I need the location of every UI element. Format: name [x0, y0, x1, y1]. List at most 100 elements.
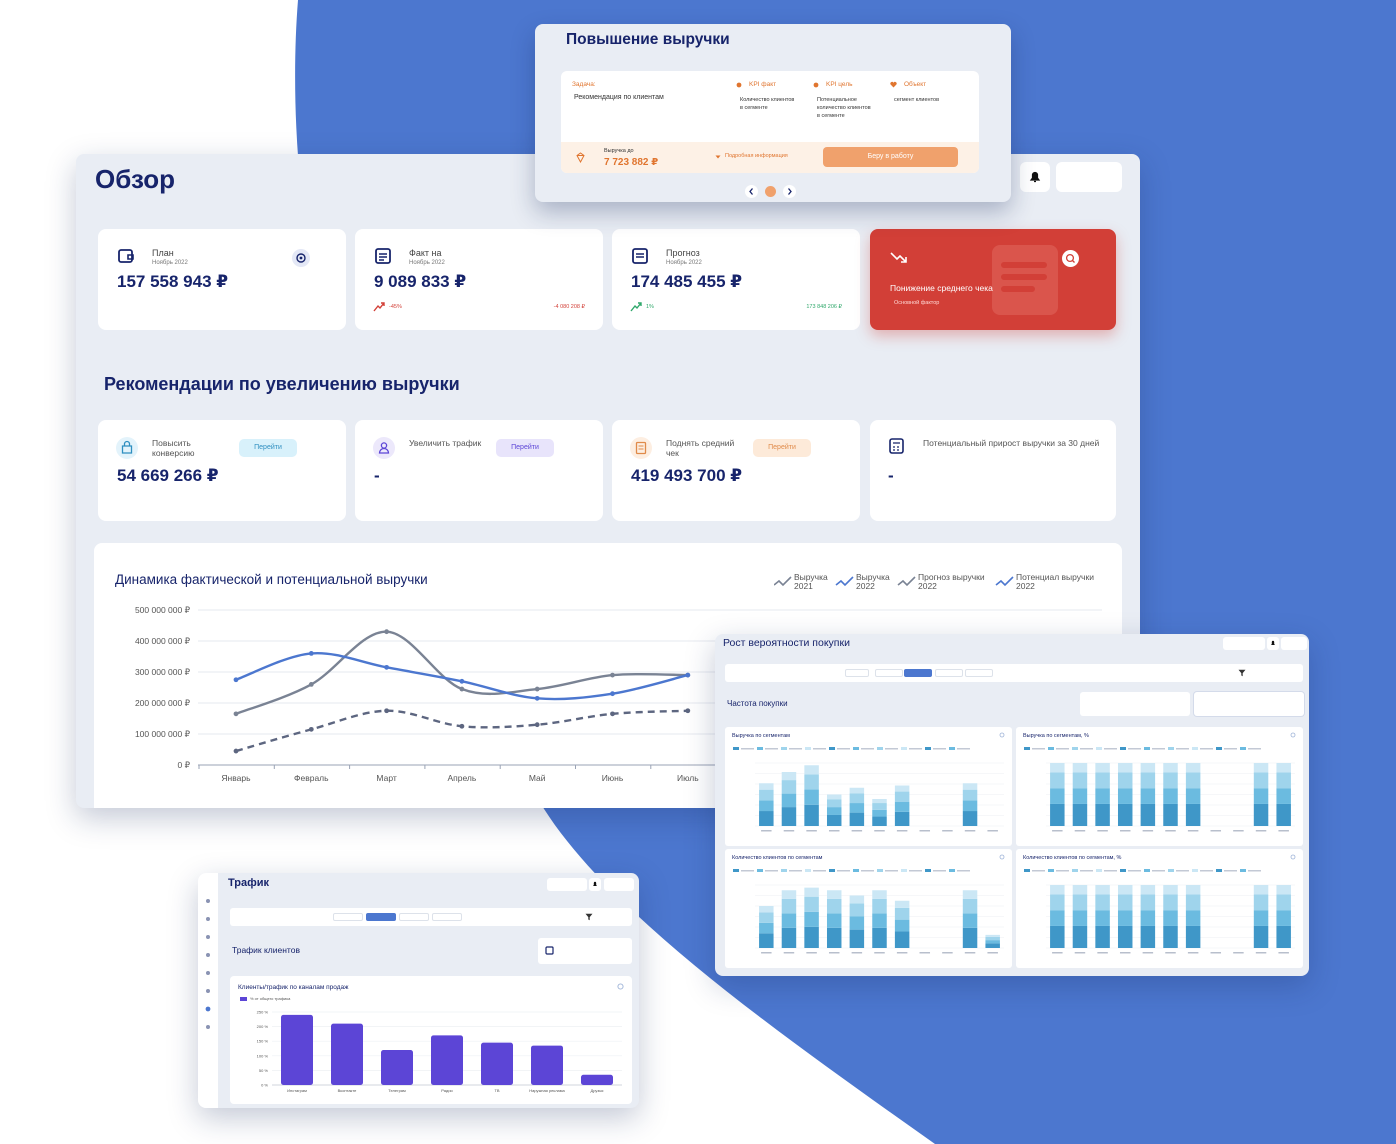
- legend-label: Потенциал выручки: [1016, 572, 1094, 582]
- bell-button[interactable]: [1267, 637, 1279, 650]
- bar-segment: [1050, 885, 1065, 895]
- alert-search-button[interactable]: [1062, 250, 1079, 267]
- x-tick-label: [942, 952, 953, 954]
- recs-title: Рекомендации по увеличению выручки: [104, 374, 460, 394]
- bar-segment: [781, 913, 797, 928]
- data-point: [459, 686, 465, 692]
- kpi-fact-label: KPI факт: [749, 81, 777, 88]
- x-tick-label: ТВ: [494, 1088, 499, 1093]
- sidebar-icon[interactable]: [206, 1025, 210, 1029]
- sidebar-icon[interactable]: [206, 935, 210, 939]
- legend-label: [1104, 870, 1117, 872]
- period-tab[interactable]: [432, 913, 462, 921]
- bar-segment: [1095, 885, 1110, 895]
- legend-swatch: [949, 747, 955, 750]
- bar-segment: [1095, 788, 1110, 804]
- rec-value: 54 669 266 ₽: [117, 466, 219, 485]
- kpi-value: 174 485 455 ₽: [631, 272, 743, 291]
- go-button[interactable]: Перейти: [239, 439, 297, 457]
- info-icon[interactable]: [1290, 854, 1296, 860]
- bar-segment: [1072, 894, 1088, 911]
- info-icon[interactable]: [617, 983, 624, 990]
- sidebar-icon[interactable]: [206, 989, 210, 993]
- info-icon[interactable]: [999, 732, 1005, 738]
- legend-label: [1248, 870, 1261, 872]
- more-info-link[interactable]: Подробная информация: [725, 153, 788, 159]
- diamond-icon: [576, 152, 585, 163]
- go-button[interactable]: Перейти: [753, 439, 811, 457]
- bar-segment: [985, 943, 1000, 948]
- period-tab[interactable]: [965, 669, 993, 677]
- popup-title: Повышение выручки: [566, 31, 730, 48]
- period-tab-active[interactable]: [904, 669, 932, 677]
- next-slide-button[interactable]: [783, 185, 796, 198]
- period-tab[interactable]: [399, 913, 429, 921]
- settings-button[interactable]: [292, 249, 310, 267]
- sidebar-icon[interactable]: [206, 899, 210, 903]
- info-icon[interactable]: [1290, 732, 1296, 738]
- bar-segment: [826, 890, 842, 899]
- kpi-label: Прогноз: [666, 248, 700, 258]
- period-tab[interactable]: [333, 913, 363, 921]
- info-icon[interactable]: [999, 854, 1005, 860]
- notifications-button[interactable]: [1020, 162, 1050, 192]
- filter-bar: [230, 908, 632, 926]
- x-tick-label: [783, 830, 795, 832]
- x-tick-label: Май: [529, 773, 546, 783]
- revenue-value: 7 723 882 ₽: [604, 157, 659, 168]
- legend-label: [909, 748, 922, 750]
- bar-segment: [894, 785, 910, 792]
- bar-segment: [894, 791, 910, 802]
- period-tab-active[interactable]: [366, 913, 396, 921]
- bar-segment: [1050, 894, 1065, 911]
- bar: [381, 1049, 413, 1085]
- sidebar-icon[interactable]: [206, 971, 210, 975]
- bar-segment: [1072, 763, 1088, 773]
- user-icon: [373, 437, 395, 459]
- period-tab[interactable]: [845, 669, 869, 677]
- kpi-card-plan: План Ноябрь 2022 157 558 943 ₽: [98, 229, 346, 330]
- sidebar-icon-active[interactable]: [205, 1006, 211, 1012]
- document-icon: [545, 946, 554, 955]
- menu-button[interactable]: [1281, 637, 1307, 650]
- period-tab[interactable]: [875, 669, 903, 677]
- sidebar-icon[interactable]: [206, 917, 210, 921]
- legend-label: [1224, 748, 1237, 750]
- series-line-2: [235, 709, 688, 753]
- trend-down-icon: [890, 252, 907, 263]
- slide-indicator[interactable]: [765, 186, 776, 197]
- bar-segment: [872, 890, 887, 899]
- x-tick-label: [1052, 830, 1063, 832]
- data-point: [308, 651, 314, 656]
- menu-button[interactable]: [604, 878, 634, 891]
- rec-value: -: [374, 466, 380, 485]
- chart-title: Динамика фактической и потенциальной выр…: [115, 572, 428, 587]
- bar-segment: [872, 799, 887, 804]
- prev-slide-button[interactable]: [745, 185, 758, 198]
- x-tick-label: [1210, 830, 1222, 832]
- bar-segment: [781, 890, 797, 899]
- purchase-probability-window: Рост вероятности покупки Частота покупки…: [715, 634, 1309, 976]
- legend-label: [837, 748, 850, 750]
- bar-segment: [1253, 894, 1269, 911]
- data-point: [610, 711, 615, 717]
- user-menu-button[interactable]: [1056, 162, 1122, 192]
- legend-swatch: [901, 747, 907, 750]
- alert-card[interactable]: Понижение среднего чека Основной фактор: [870, 229, 1116, 330]
- user-button[interactable]: [1223, 637, 1265, 650]
- bag-icon: [116, 437, 138, 459]
- bell-button[interactable]: [589, 878, 601, 891]
- take-task-button[interactable]: Беру в работу: [823, 147, 958, 167]
- bar-segment: [894, 900, 910, 908]
- legend-swatch: [877, 869, 883, 872]
- x-tick-label: [1074, 830, 1086, 832]
- legend-label: [1080, 748, 1093, 750]
- bar-segment: [804, 804, 819, 826]
- go-button[interactable]: Перейти: [496, 439, 554, 457]
- bar-segment: [849, 929, 865, 948]
- period-tab[interactable]: [935, 669, 963, 677]
- sidebar-icon[interactable]: [206, 953, 210, 957]
- legend-label: 2022: [1016, 581, 1035, 591]
- user-button[interactable]: [547, 878, 587, 891]
